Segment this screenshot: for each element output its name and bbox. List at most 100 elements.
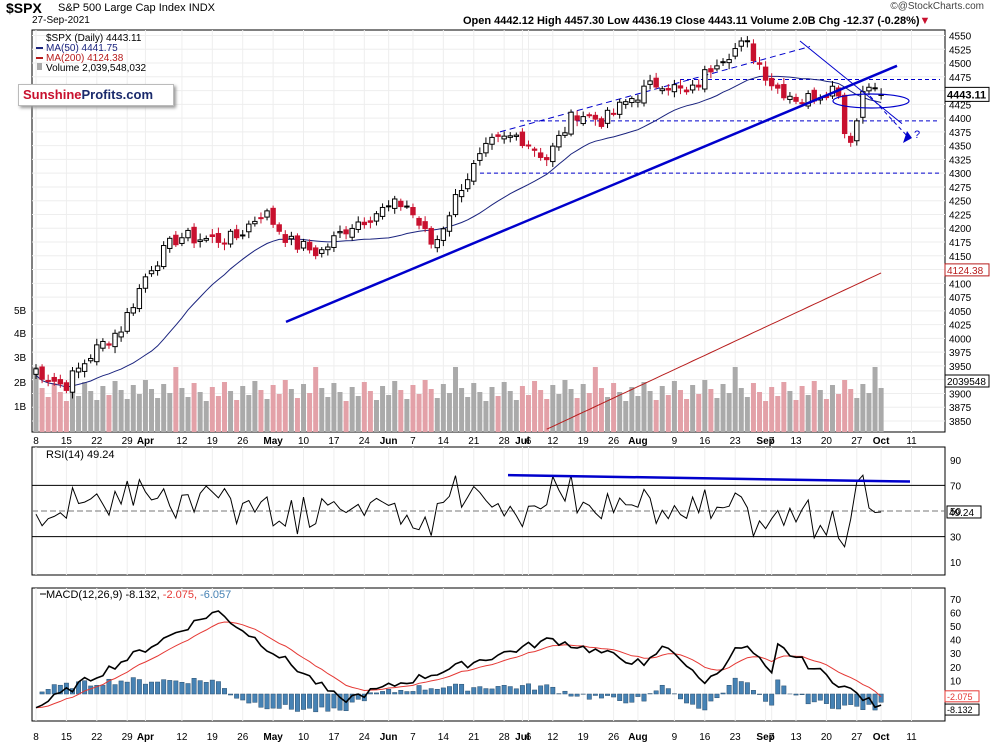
candle-body [81,363,88,372]
candle-body [300,240,307,249]
macd-line [35,610,882,709]
macd-histogram-bar [598,693,604,699]
volume-bar [45,397,51,432]
macd-histogram-bar [307,693,313,709]
macd-histogram-bar [51,684,57,695]
candle-body [793,96,799,102]
candle-body [154,265,161,272]
candle-body [331,235,337,248]
legend-volume: Volume 2,039,548,032 [46,63,147,74]
candle-body [659,88,665,92]
x-tick: 24 [359,732,371,743]
x-tick: Aug [628,436,647,447]
price-tick: 4425 [949,100,972,111]
candle-body [604,109,611,124]
volume-bar [696,394,702,432]
candle-body [167,237,173,249]
volume-bar [750,383,756,432]
volume-bar [161,384,167,432]
x-tick: Jun [380,732,398,743]
volume-bar [313,367,319,432]
macd-histogram-bar [738,681,744,695]
candle-body [446,215,453,232]
candle-body [586,114,592,117]
price-tick: 4025 [949,321,972,332]
volume-bar [118,390,124,432]
x-tick: 6 [526,732,532,743]
candle-body [94,344,100,363]
macd-histogram-bar [878,693,884,703]
price-tick: 4375 [949,128,972,139]
x-tick: 13 [790,436,802,447]
candle-body [75,367,82,373]
macd-histogram-bar [538,685,544,695]
x-tick: Sep [756,732,774,743]
x-tick: Apr [137,436,154,447]
volume-tick: 3B [14,353,27,364]
x-tick: 14 [438,732,450,743]
volume-bar [501,382,507,432]
volume-bar [690,385,696,432]
legend-main: $SPX (Daily) 4443.11 [46,33,142,44]
macd-histogram-bar [319,693,325,708]
candle-body [677,85,684,89]
x-tick: 7 [410,732,416,743]
volume-bar [617,392,623,432]
macd-histogram-bar [282,693,288,705]
candle-body [100,340,106,349]
rsi-value-label: 49.24 [949,508,974,519]
candle-body [689,84,696,91]
credit: ©@StockCharts.com [890,1,984,12]
macd-histogram-bar [264,693,270,710]
descending-line [799,40,903,125]
macd-tick: 70 [950,595,962,606]
candle-body [775,84,781,89]
candle-body [440,228,447,241]
x-tick: 24 [359,436,371,447]
candle-body [635,99,641,103]
volume-bar [173,367,179,432]
candle-body [726,59,732,64]
volume-bar [860,384,866,432]
candle-body [781,84,787,99]
x-tick: 7 [769,732,775,743]
candle-body [647,80,653,85]
volume-bar [671,381,677,432]
x-tick: 9 [672,436,678,447]
macd-histogram-bar [118,680,124,695]
candle-body [562,132,568,136]
macd-histogram-bar [82,680,88,695]
volume-bar [288,389,294,432]
x-tick: Jul [515,732,530,743]
volume-bar [586,393,592,432]
volume-bar [209,387,215,432]
candle-body [434,239,440,249]
candle-body [373,213,380,222]
rsi-series: RSI(14) 49.24 49.24 10 30 50 70 90 [32,449,982,569]
macd-histogram-bar [836,693,842,710]
macd-histogram-bar [228,693,234,696]
macd-histogram-bar [136,679,142,695]
macd-histogram-bar [684,693,690,704]
x-tick: 22 [91,732,103,743]
volume-bar [100,386,106,432]
macd-histogram-bar [629,693,635,703]
volume-bar [775,396,781,432]
macd-histogram-bar [325,693,331,712]
x-tick: Apr [137,732,154,743]
macd-histogram-bar [367,692,373,695]
candle-body [860,91,866,118]
volume-bar [720,384,726,432]
macd-tick: 40 [950,636,962,647]
candlesticks [33,36,884,399]
x-tick: 23 [730,732,742,743]
volume-bar [325,397,331,432]
candle-body [252,220,258,225]
x-tick: 27 [851,436,863,447]
macd-histogram-bar [179,681,185,695]
copyright-icon: © [890,1,898,12]
volume-bar [471,383,477,432]
macd-histogram-bar [276,693,282,709]
volume-bar [106,395,112,432]
volume-bar [130,385,136,432]
